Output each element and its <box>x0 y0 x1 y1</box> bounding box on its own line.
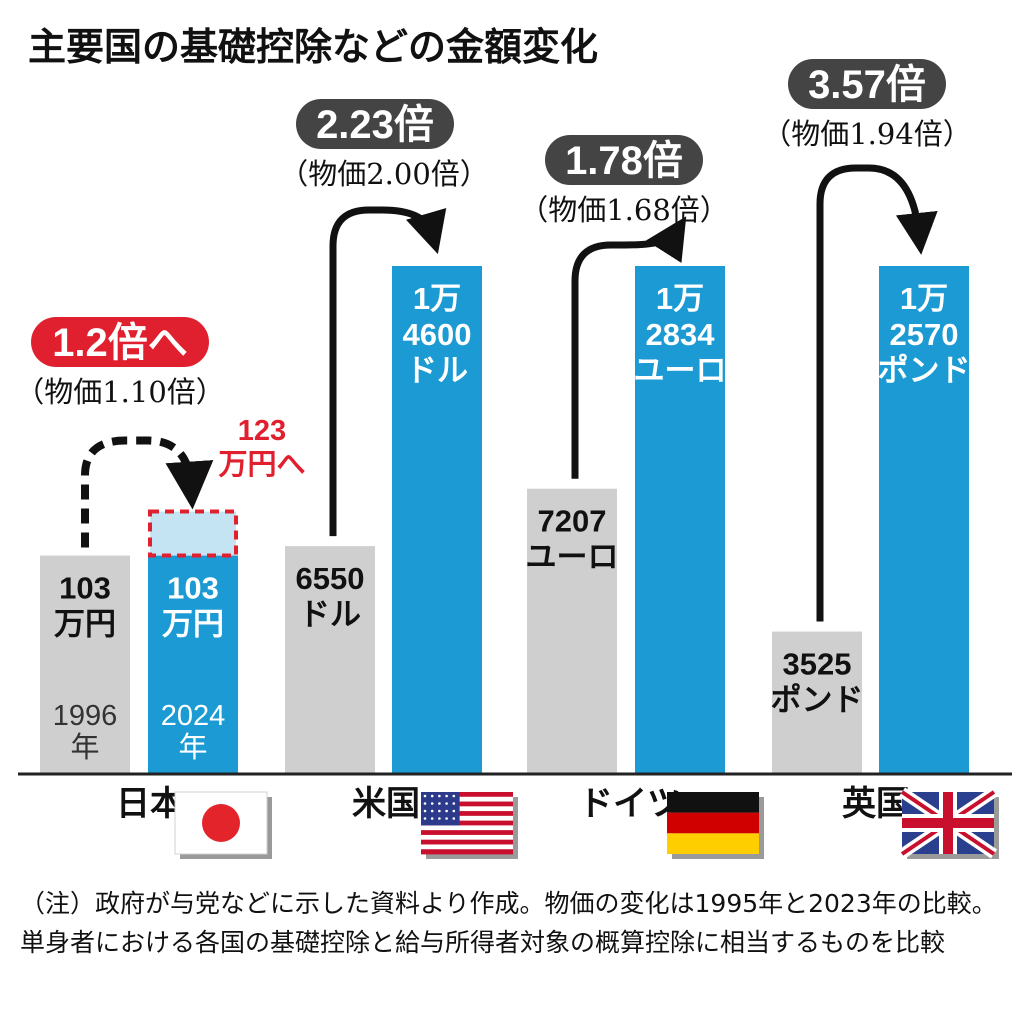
new-bar-value-label: ポンド <box>878 353 971 388</box>
japan-flag-icon <box>174 791 272 859</box>
new-bar-value-label: ドル <box>406 353 468 388</box>
cpi-ratio-label: （物価1.94倍） <box>762 117 972 151</box>
growth-arrow-1 <box>329 206 447 537</box>
growth-arrow-3 <box>816 164 938 622</box>
bar-1996-1 <box>285 546 375 774</box>
country-name: ドイツ <box>579 784 681 824</box>
ratio-label: 1.2倍へ <box>52 321 188 365</box>
ratio-label: 3.57倍 <box>808 63 926 107</box>
chart-title: 主要国の基礎控除などの金額変化 <box>28 25 598 69</box>
new-bar-value-label: 万円 <box>162 607 224 642</box>
us-flag-icon <box>421 792 518 859</box>
bar-1996-3 <box>772 631 862 774</box>
new-bar-value-label: ユーロ <box>634 353 727 388</box>
new-bar-value-label: 2570 <box>890 317 959 352</box>
new-bar-value-label: 1万 <box>413 281 461 316</box>
new-bar-value-label: 2834 <box>646 317 716 352</box>
bar-2024-2 <box>635 266 725 774</box>
ratio-label: 2.23倍 <box>316 103 434 147</box>
country-name: 米国 <box>352 784 420 824</box>
new-bar-value-label: 1万 <box>900 281 948 316</box>
bar-2024-3 <box>879 266 969 774</box>
year-label-2024: 年 <box>178 731 207 764</box>
planned-bar-segment <box>148 509 238 558</box>
country-name: 日本 <box>116 784 184 824</box>
planned-value-label: 123 <box>238 415 286 447</box>
cpi-ratio-label: （物価1.68倍） <box>519 193 729 227</box>
planned-value-label: 万円へ <box>218 449 305 481</box>
bar-1996-2 <box>527 488 617 774</box>
old-bar-value-label: ユーロ <box>526 540 619 575</box>
old-bar-value-label: ドル <box>299 597 361 632</box>
old-bar-value-label: 103 <box>59 571 111 606</box>
ratio-pill <box>788 59 946 109</box>
year-label-1996: 1996 <box>53 700 118 732</box>
ratio-label: 1.78倍 <box>565 139 683 183</box>
ratio-pill <box>31 317 209 367</box>
country-name: 英国 <box>842 784 910 824</box>
footnote: （注）政府が与党などに示した資料より作成。物価の変化は1995年と2023年の比… <box>20 889 997 957</box>
old-bar-value-label: 3525 <box>783 647 852 682</box>
new-bar-value-label: 4600 <box>403 317 472 352</box>
bar-2024-0 <box>148 555 238 774</box>
ratio-pill <box>296 99 454 149</box>
dashed-arrow <box>81 436 214 548</box>
old-bar-value-label: 6550 <box>296 561 365 596</box>
new-bar-value-label: 1万 <box>656 281 704 316</box>
cpi-ratio-label: （物価2.00倍） <box>279 157 489 191</box>
year-label-1996: 年 <box>70 731 99 764</box>
new-bar-value-label: 103 <box>167 571 219 606</box>
uk-flag-icon <box>898 787 999 859</box>
old-bar-value-label: 7207 <box>538 504 607 539</box>
old-bar-value-label: ポンド <box>771 683 864 718</box>
year-label-2024: 2024 <box>161 700 226 732</box>
growth-arrow-2 <box>571 216 687 479</box>
old-bar-value-label: 万円 <box>54 607 116 642</box>
cpi-ratio-label: （物価1.10倍） <box>15 375 225 409</box>
ratio-pill <box>545 135 703 185</box>
bar-1996-0 <box>40 555 130 774</box>
germany-flag-icon <box>667 792 764 859</box>
bar-2024-1 <box>392 266 482 774</box>
